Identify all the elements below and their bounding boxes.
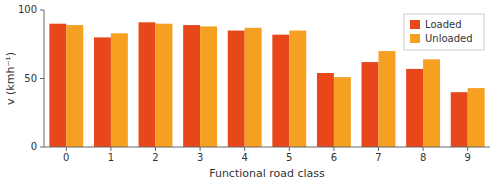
x-tick-label: 9 [465,152,471,163]
x-tick [289,147,290,151]
x-tick-label: 4 [242,152,248,163]
bar [66,25,83,147]
x-tick [378,147,379,151]
bar [289,31,306,147]
x-tick-label: 6 [331,152,337,163]
bar [379,51,396,147]
bar [49,24,66,147]
y-axis-label: v (kmh⁻¹) [4,52,17,105]
x-tick-label: 0 [63,152,69,163]
legend-swatch [410,20,420,29]
bar [423,59,440,147]
x-tick-label: 1 [108,152,114,163]
y-tick [40,10,44,11]
x-tick [155,147,156,151]
legend: Loaded Unloaded [404,14,484,50]
x-tick-label: 3 [197,152,203,163]
bar [468,88,485,147]
chart-svg: 0 50 100 0 1 2 3 4 5 6 7 8 9 Functional road class v (… [0,0,500,183]
chart-container: 0 50 100 0 1 2 3 4 5 6 7 8 9 Functional road class v (… [0,0,500,183]
bar [334,77,351,147]
x-tick-label: 8 [420,152,426,163]
bar [139,22,156,147]
legend-label: Loaded [425,19,462,30]
bar [156,24,173,147]
bar [272,35,289,147]
x-tick [200,147,201,151]
plot-area: 0 50 100 0 1 2 3 4 5 6 7 8 9 Functional road class v (… [4,4,490,180]
bar [451,92,468,147]
bar [111,33,128,147]
bar [200,26,217,147]
x-tick-label: 5 [286,152,292,163]
bar [228,31,245,147]
x-tick-label: 7 [375,152,381,163]
y-tick [40,78,44,79]
bars [49,22,484,147]
legend-swatch [410,34,420,43]
bar [317,73,334,147]
legend-label: Unloaded [425,33,473,44]
y-tick-label: 50 [24,73,37,84]
x-tick [110,147,111,151]
y-tick-label: 100 [18,4,37,15]
x-tick [423,147,424,151]
bar [362,62,379,147]
y-tick-label: 0 [31,141,37,152]
x-tick [333,147,334,151]
bar [406,69,423,147]
x-axis-label: Functional road class [209,167,325,180]
x-tick [66,147,67,151]
x-tick [467,147,468,151]
y-tick [40,147,44,148]
bar [183,25,200,147]
bar [94,37,111,147]
legend-box [404,14,484,50]
x-tick-label: 2 [152,152,158,163]
bar [245,28,262,147]
x-tick [244,147,245,151]
